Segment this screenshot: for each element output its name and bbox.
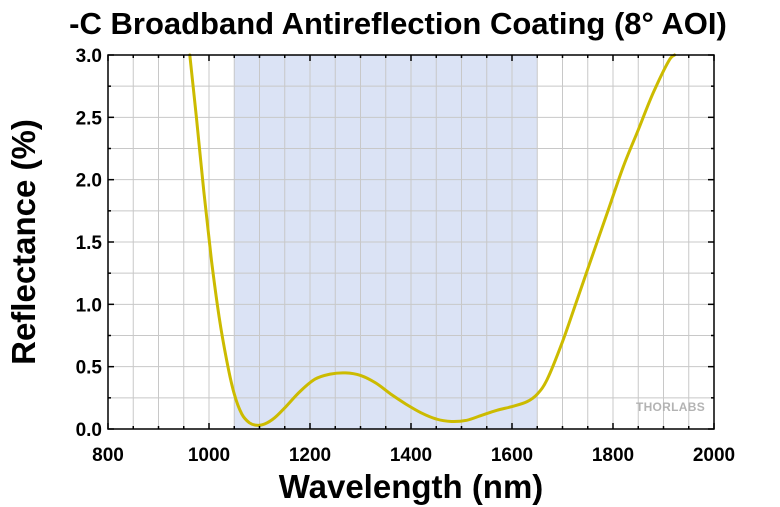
x-tick-label: 1600: [491, 445, 533, 466]
y-tick-label: 1.5: [76, 233, 103, 254]
y-tick-label: 2.0: [76, 171, 102, 192]
axis-ticks: [107, 54, 715, 430]
y-tick-label: 0.0: [76, 420, 102, 441]
reflectance-curve: [188, 53, 677, 427]
y-tick-label: 1.0: [76, 295, 102, 316]
grid-lines: [108, 55, 714, 429]
y-tick-label: 2.5: [76, 108, 103, 129]
y-tick-labels: 0.0 0.5 1.0 1.5 2.0 2.5 3.0: [76, 46, 103, 441]
x-tick-labels: 800 1000 1200 1400 1600 1800 2000: [92, 445, 735, 466]
x-tick-label: 800: [92, 445, 124, 466]
x-tick-label: 1800: [592, 445, 634, 466]
chart-title: -C Broadband Antireflection Coating (8° …: [69, 6, 727, 41]
x-axis-label: Wavelength (nm): [279, 468, 544, 505]
plot-area: [107, 53, 715, 430]
y-tick-label: 3.0: [76, 46, 102, 67]
x-tick-label: 1200: [289, 445, 331, 466]
x-tick-label: 1400: [390, 445, 432, 466]
y-tick-label: 0.5: [76, 358, 103, 379]
x-tick-label: 2000: [693, 445, 735, 466]
y-axis-label: Reflectance (%): [5, 119, 42, 365]
thorlabs-watermark: THORLABS: [636, 400, 705, 414]
x-tick-label: 1000: [188, 445, 230, 466]
